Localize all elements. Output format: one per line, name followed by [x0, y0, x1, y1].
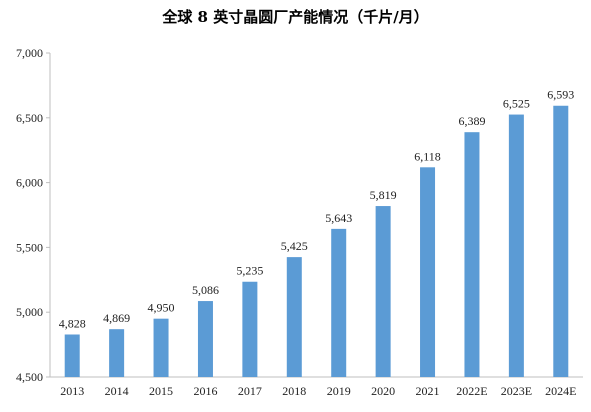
data-label: 6,389 [458, 114, 485, 128]
data-label: 4,828 [59, 316, 86, 330]
bar [64, 334, 80, 377]
bar [286, 257, 302, 377]
bar [153, 318, 169, 377]
bar [420, 167, 436, 377]
x-tick-label: 2023E [501, 384, 532, 398]
bar [109, 329, 125, 377]
chart-title: 全球 8 英寸晶圆厂产能情况（千片/月） [162, 8, 429, 26]
data-label: 6,593 [547, 88, 574, 102]
x-tick-label: 2022E [456, 384, 487, 398]
bar [375, 206, 391, 377]
x-tick-label: 2013 [60, 384, 84, 398]
y-tick-label: 7,000 [16, 46, 43, 60]
bar [464, 132, 480, 377]
x-tick-label: 2016 [193, 384, 217, 398]
x-tick-label: 2020 [371, 384, 395, 398]
x-tick-label: 2018 [282, 384, 306, 398]
data-label: 5,643 [325, 211, 352, 225]
y-tick-label: 4,500 [16, 370, 43, 384]
data-label: 4,950 [148, 301, 175, 315]
y-tick-label: 5,000 [16, 305, 43, 319]
x-tick-label: 2017 [238, 384, 262, 398]
data-label: 5,086 [192, 283, 219, 297]
bar [197, 301, 213, 377]
x-tick-label: 2014 [105, 384, 129, 398]
data-label: 6,525 [503, 97, 530, 111]
bar [242, 281, 258, 377]
x-tick-label: 2019 [327, 384, 351, 398]
data-label: 6,118 [414, 149, 441, 163]
bar [553, 105, 569, 378]
x-tick-label: 2021 [416, 384, 440, 398]
data-label: 5,819 [370, 188, 397, 202]
x-tick-label: 2024E [545, 384, 576, 398]
y-tick-label: 6,500 [16, 111, 43, 125]
x-tick-label: 2015 [149, 384, 173, 398]
data-label: 5,425 [281, 239, 308, 253]
bar [508, 114, 524, 377]
bar [331, 228, 347, 377]
y-tick-label: 5,500 [16, 240, 43, 254]
data-label: 5,235 [236, 264, 263, 278]
data-label: 4,869 [103, 311, 130, 325]
y-tick-label: 6,000 [16, 176, 43, 190]
